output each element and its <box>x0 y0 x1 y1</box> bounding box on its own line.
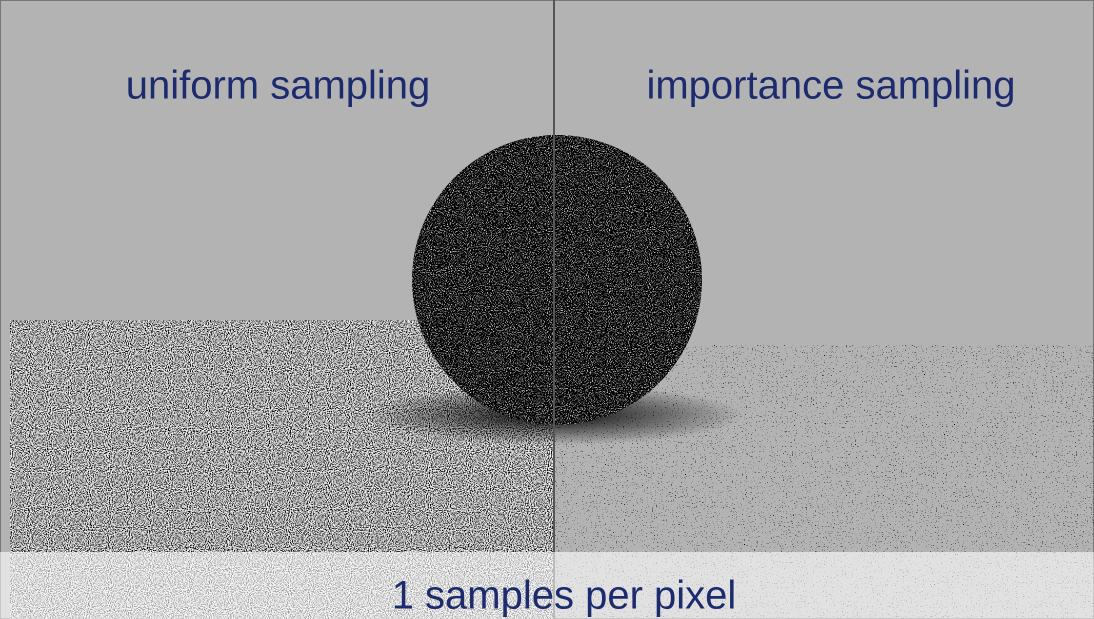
sphere <box>412 135 702 425</box>
footer-label: 1 samples per pixel <box>392 574 737 618</box>
render-comparison: uniform sampling importance sampling 1 s… <box>0 0 1094 619</box>
label-right: importance sampling <box>646 64 1015 108</box>
label-left: uniform sampling <box>126 64 431 108</box>
page: uniform sampling importance sampling 1 s… <box>0 0 1094 619</box>
